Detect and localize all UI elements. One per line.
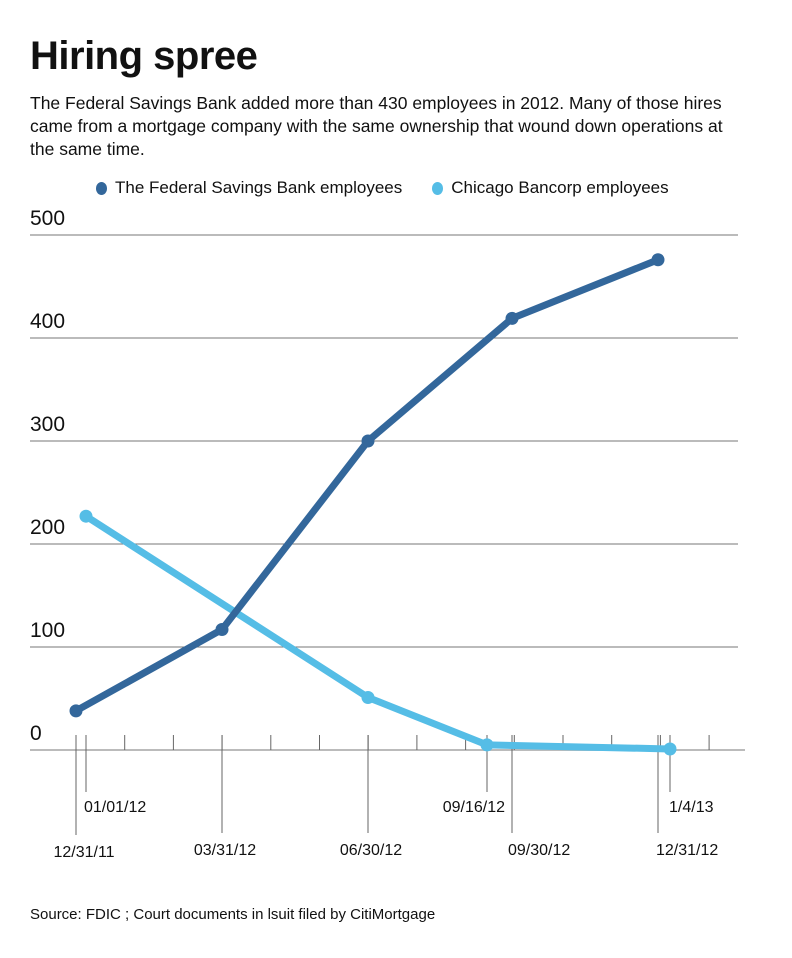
y-tick-label: 0 xyxy=(30,722,42,745)
x-tick-label: 03/31/12 xyxy=(194,842,256,859)
legend-swatch-light-blue xyxy=(432,181,444,195)
legend: The Federal Savings Bank employees Chica… xyxy=(96,178,669,198)
y-tick-label: 400 xyxy=(30,310,65,333)
x-tick-label: 01/01/12 xyxy=(84,799,146,816)
data-point xyxy=(215,622,229,636)
legend-swatch-dark-blue xyxy=(96,181,107,195)
source-note: Source: FDIC ; Court documents in lsuit … xyxy=(30,906,436,923)
data-point xyxy=(361,434,375,448)
data-point xyxy=(663,742,677,756)
data-point xyxy=(69,704,83,718)
legend-item-chicago-bancorp: Chicago Bancorp employees xyxy=(432,178,669,198)
x-tick-label: 12/31/12 xyxy=(656,842,718,859)
chart-subtitle: The Federal Savings Bank added more than… xyxy=(30,93,723,159)
x-tick-label: 06/30/12 xyxy=(340,842,402,859)
data-point xyxy=(651,253,665,267)
x-tick-label: 09/16/12 xyxy=(443,799,505,816)
data-point xyxy=(480,738,494,752)
x-tick-label: 09/30/12 xyxy=(508,842,570,859)
data-point xyxy=(505,311,519,325)
y-tick-label: 300 xyxy=(30,413,65,436)
chart-title: Hiring spree xyxy=(30,34,258,78)
legend-label: Chicago Bancorp employees xyxy=(451,178,669,197)
data-point xyxy=(79,509,93,523)
x-tick-label: 12/31/11 xyxy=(53,844,114,861)
data-point xyxy=(361,690,375,704)
legend-label: The Federal Savings Bank employees xyxy=(115,178,403,197)
series-line xyxy=(84,513,671,753)
y-tick-label: 500 xyxy=(30,207,65,230)
x-tick-label: 1/4/13 xyxy=(669,799,714,816)
y-tick-label: 200 xyxy=(30,516,65,539)
y-tick-label: 100 xyxy=(30,619,65,642)
series-line xyxy=(74,256,660,714)
legend-item-federal-savings: The Federal Savings Bank employees xyxy=(96,178,402,198)
